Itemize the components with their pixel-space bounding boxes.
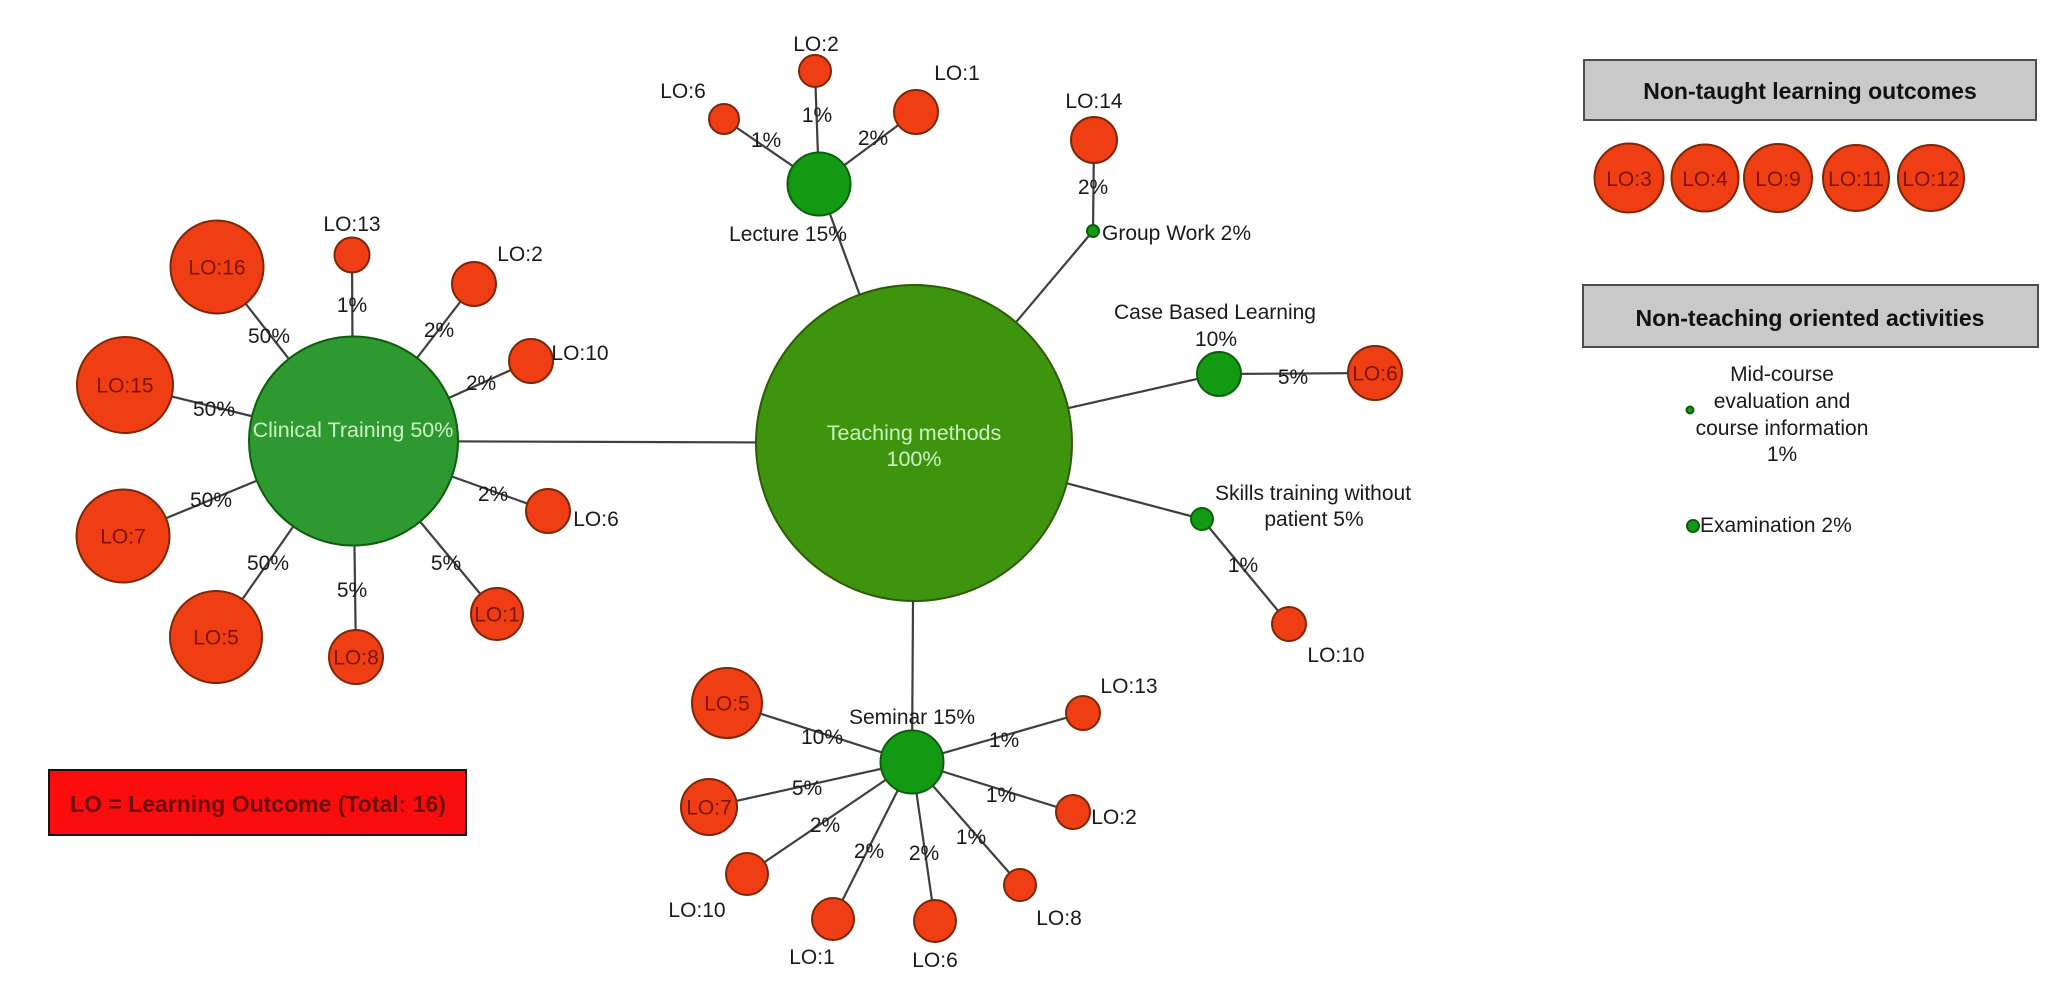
svg-text:LO:12: LO:12: [1902, 168, 1959, 191]
svg-text:50%: 50%: [247, 552, 289, 575]
svg-text:LO:10: LO:10: [668, 899, 725, 922]
svg-text:Mid-course: Mid-course: [1730, 363, 1834, 386]
svg-text:2%: 2%: [1078, 176, 1108, 199]
svg-text:1%: 1%: [989, 729, 1019, 752]
svg-text:LO:6: LO:6: [912, 949, 958, 972]
svg-text:Non-teaching oriented activiti: Non-teaching oriented activities: [1636, 305, 1985, 331]
svg-text:1%: 1%: [802, 104, 832, 127]
svg-text:LO:11: LO:11: [1828, 168, 1884, 191]
svg-text:LO:3: LO:3: [1606, 168, 1652, 191]
svg-text:10%: 10%: [1195, 328, 1237, 351]
svg-text:Skills training without: Skills training without: [1215, 482, 1411, 505]
svg-text:LO:6: LO:6: [1352, 363, 1398, 386]
svg-text:10%: 10%: [801, 726, 843, 749]
svg-text:LO:8: LO:8: [1036, 907, 1082, 930]
svg-text:2%: 2%: [810, 814, 840, 837]
svg-text:LO:1: LO:1: [934, 62, 980, 85]
svg-text:50%: 50%: [248, 325, 290, 348]
svg-text:LO:1: LO:1: [474, 604, 520, 627]
svg-text:LO:6: LO:6: [573, 508, 619, 531]
svg-text:2%: 2%: [909, 842, 939, 865]
svg-text:LO:13: LO:13: [1100, 675, 1157, 698]
svg-text:evaluation and: evaluation and: [1714, 390, 1851, 413]
svg-text:1%: 1%: [1228, 554, 1258, 577]
svg-text:5%: 5%: [337, 579, 367, 602]
svg-text:LO:10: LO:10: [1307, 644, 1364, 667]
svg-text:LO:16: LO:16: [188, 257, 245, 280]
svg-text:LO:5: LO:5: [704, 693, 750, 716]
svg-text:Examination 2%: Examination 2%: [1700, 514, 1852, 537]
svg-text:LO:2: LO:2: [497, 243, 543, 266]
svg-text:LO:13: LO:13: [323, 213, 380, 236]
svg-text:5%: 5%: [431, 552, 461, 575]
svg-text:2%: 2%: [478, 483, 508, 506]
svg-text:LO:9: LO:9: [1755, 168, 1801, 191]
svg-text:1%: 1%: [751, 129, 781, 152]
svg-text:50%: 50%: [190, 489, 232, 512]
svg-text:LO:8: LO:8: [333, 647, 379, 670]
svg-text:LO:7: LO:7: [100, 526, 146, 549]
svg-text:2%: 2%: [424, 319, 454, 342]
svg-text:LO:14: LO:14: [1065, 90, 1123, 113]
svg-text:LO:1: LO:1: [789, 946, 835, 969]
svg-text:LO:7: LO:7: [686, 797, 732, 820]
svg-text:LO:10: LO:10: [551, 342, 608, 365]
svg-text:course information: course information: [1696, 417, 1869, 440]
svg-text:1%: 1%: [986, 784, 1016, 807]
svg-text:5%: 5%: [1278, 366, 1308, 389]
svg-text:1%: 1%: [337, 294, 367, 317]
svg-text:2%: 2%: [858, 127, 888, 150]
svg-text:Group Work 2%: Group Work 2%: [1102, 222, 1251, 245]
svg-text:LO:15: LO:15: [96, 375, 153, 398]
svg-text:Clinical Training 50%: Clinical Training 50%: [253, 418, 454, 442]
svg-text:Non-taught learning outcomes: Non-taught learning outcomes: [1643, 78, 1977, 104]
svg-text:LO:2: LO:2: [793, 33, 839, 56]
svg-text:LO = Learning Outcome (Total:: LO = Learning Outcome (Total: 16): [70, 791, 446, 817]
svg-text:LO:2: LO:2: [1091, 806, 1137, 829]
svg-text:50%: 50%: [193, 398, 235, 421]
svg-text:1%: 1%: [1767, 443, 1797, 466]
svg-text:100%: 100%: [887, 447, 942, 471]
svg-text:2%: 2%: [854, 840, 884, 863]
svg-text:Teaching methods: Teaching methods: [827, 421, 1002, 445]
svg-text:Case Based Learning: Case Based Learning: [1114, 301, 1316, 324]
svg-text:Seminar 15%: Seminar 15%: [849, 706, 975, 729]
svg-text:LO:5: LO:5: [193, 627, 239, 650]
svg-text:1%: 1%: [956, 826, 986, 849]
svg-text:LO:4: LO:4: [1682, 168, 1728, 191]
svg-text:2%: 2%: [466, 372, 496, 395]
svg-text:5%: 5%: [792, 777, 822, 800]
svg-text:Lecture 15%: Lecture 15%: [729, 223, 847, 246]
svg-text:LO:6: LO:6: [660, 80, 706, 103]
svg-text:patient 5%: patient 5%: [1264, 508, 1363, 531]
